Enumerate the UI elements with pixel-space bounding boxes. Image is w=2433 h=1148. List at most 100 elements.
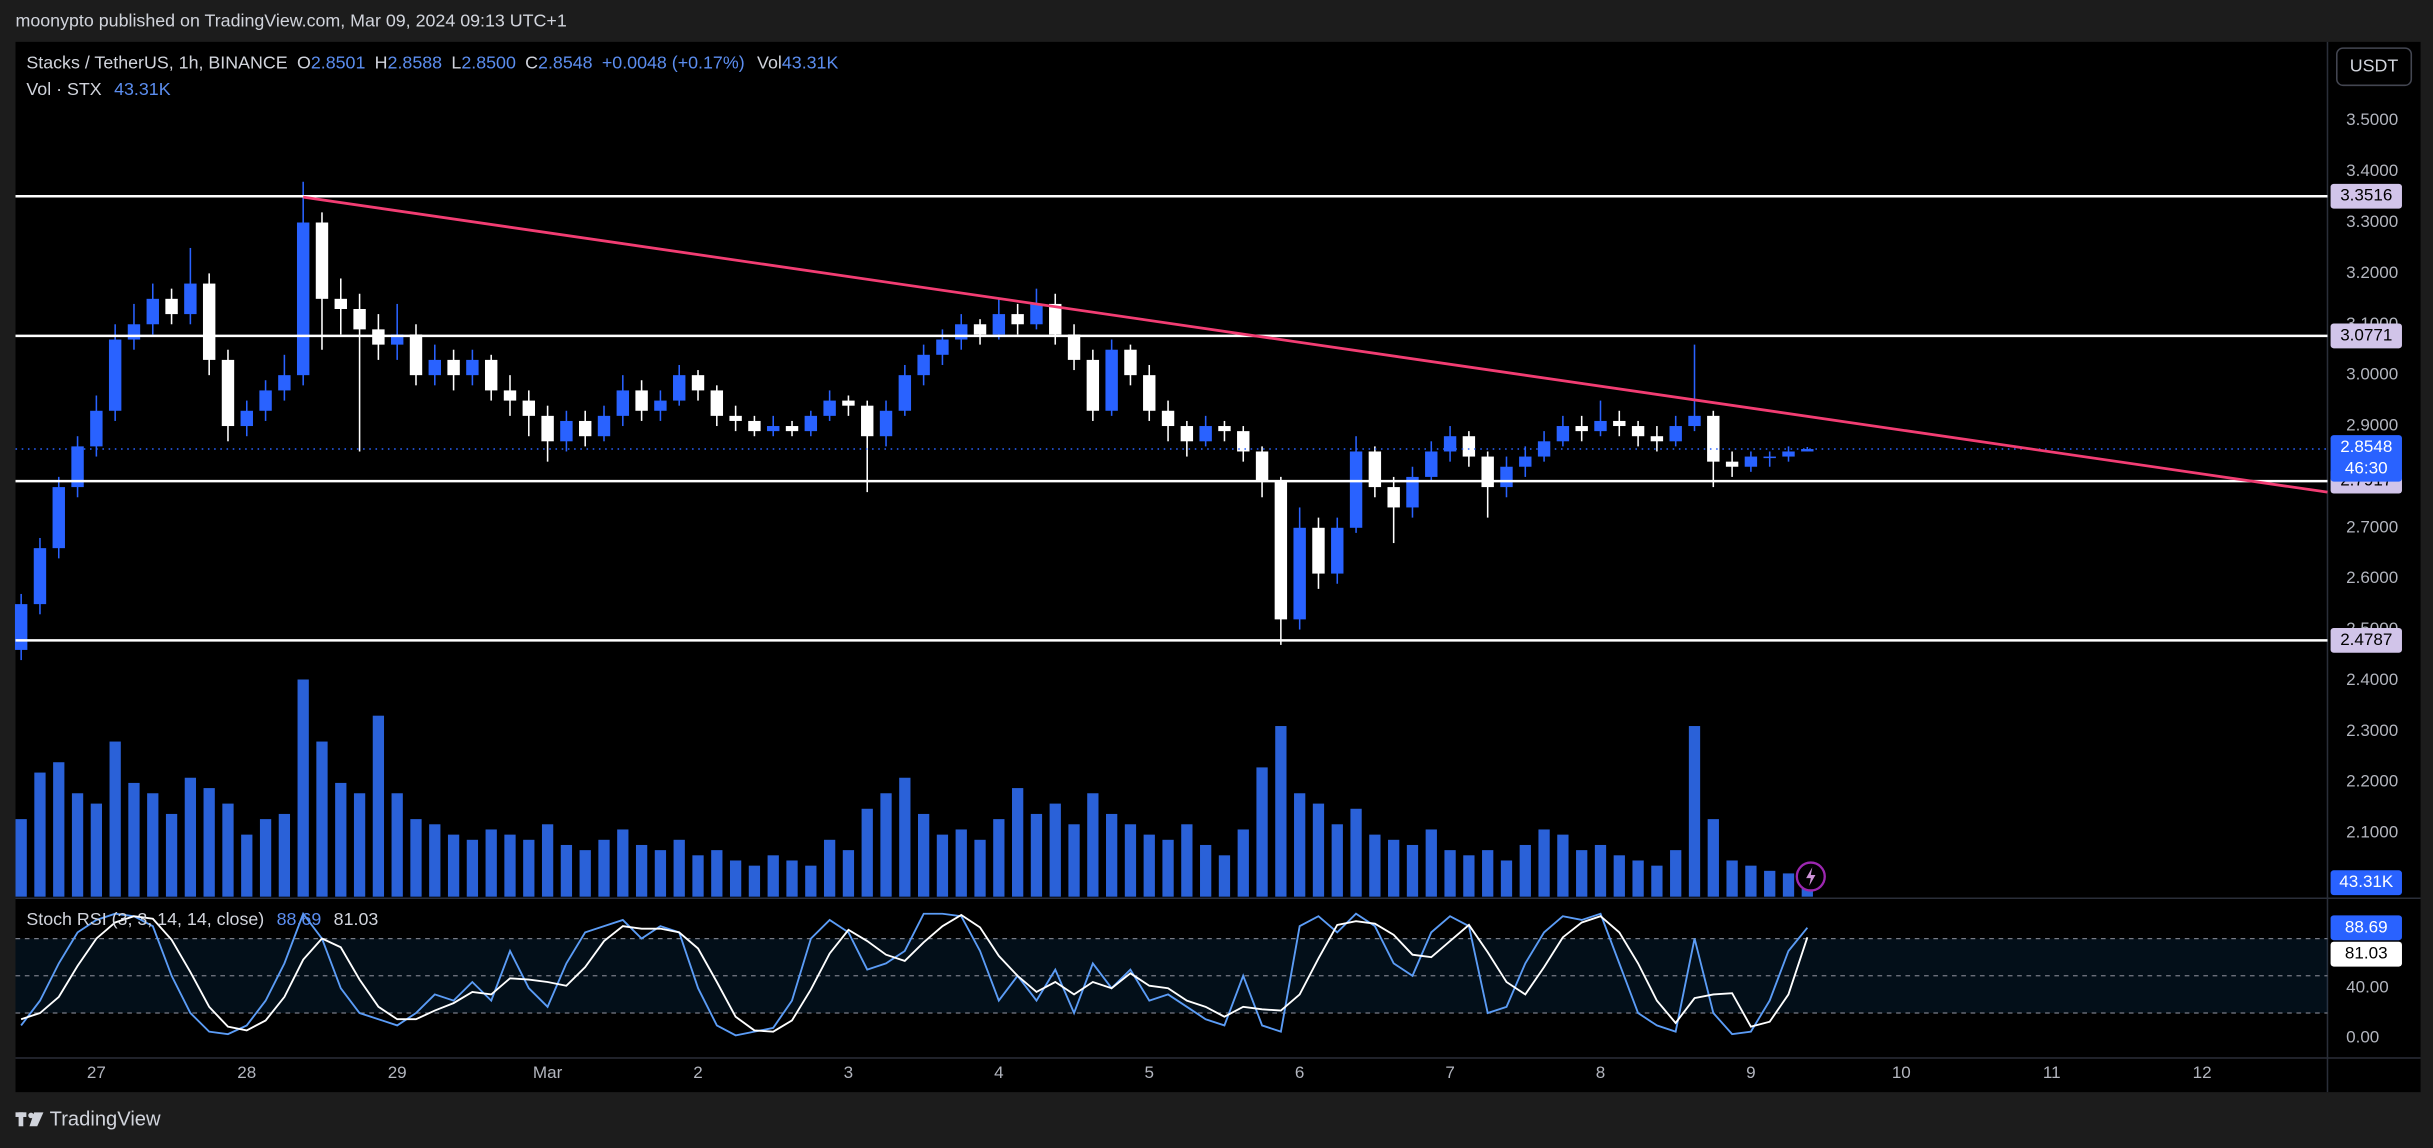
- candle-body: [466, 359, 479, 376]
- candle-body: [522, 400, 536, 416]
- volume-bar: [1143, 834, 1155, 897]
- volume-bar: [1613, 855, 1625, 897]
- x-tick-label: 12: [2193, 1063, 2212, 1082]
- volume-bar: [579, 850, 591, 897]
- candle-body: [1462, 436, 1476, 457]
- x-tick-label: 4: [994, 1063, 1003, 1082]
- high-value: 2.8588: [388, 52, 443, 72]
- candle-body: [52, 487, 65, 549]
- volume-bar: [955, 829, 967, 897]
- volume-bar: [278, 813, 291, 897]
- x-tick-label: 27: [87, 1063, 106, 1082]
- candle-body: [597, 415, 611, 437]
- symbol: Stacks / TetherUS, 1h, BINANCE: [26, 52, 287, 72]
- candle-body: [673, 375, 686, 401]
- candle-body: [1124, 349, 1137, 376]
- candle-body: [90, 410, 103, 447]
- volume-bar: [786, 860, 798, 897]
- volume-bar: [109, 741, 121, 897]
- volume-bar: [974, 839, 986, 897]
- volume-bar: [1444, 850, 1456, 897]
- candle-body: [240, 410, 253, 427]
- volume-name: Vol · STX: [26, 79, 101, 99]
- level-label: 3.3516: [2340, 186, 2392, 205]
- volume-bar: [598, 839, 610, 897]
- candle-body: [71, 446, 84, 488]
- stoch-d-label-bg: [2330, 941, 2402, 967]
- currency-button-label[interactable]: USDT: [2350, 55, 2399, 75]
- volume-bar: [410, 819, 422, 897]
- candle-body: [127, 324, 141, 340]
- currency-button[interactable]: [2336, 47, 2413, 87]
- y-tick-label: 3.4000: [2346, 161, 2398, 180]
- candle-body: [484, 359, 498, 391]
- volume-bar: [1463, 855, 1475, 897]
- candle-body: [296, 222, 310, 376]
- volume-bar: [335, 782, 347, 897]
- x-tick-label: 8: [1596, 1063, 1605, 1082]
- stoch-k-label-bg: [2330, 915, 2402, 941]
- candle-body: [823, 400, 836, 416]
- candle-body: [1255, 451, 1269, 483]
- candle-body: [1801, 449, 1814, 452]
- candle-body: [428, 359, 441, 376]
- candle-body: [748, 420, 761, 432]
- candle-body: [936, 339, 949, 355]
- level-label: 3.0771: [2340, 325, 2392, 344]
- candle-body: [1613, 420, 1626, 427]
- x-tick-label: 3: [844, 1063, 853, 1082]
- volume-bar: [34, 772, 46, 897]
- volume-bar: [128, 782, 140, 897]
- candle-body: [635, 390, 648, 411]
- x-tick-label: 9: [1746, 1063, 1755, 1082]
- stoch-d-label: 81.03: [2345, 944, 2388, 963]
- y-tick-label: 3.2000: [2346, 263, 2398, 282]
- candle-body: [1161, 410, 1175, 427]
- volume-bar: [485, 829, 497, 897]
- candle-body: [278, 375, 291, 391]
- volume-bar: [560, 844, 573, 897]
- candle-body: [917, 354, 930, 376]
- candle-body: [1537, 441, 1551, 457]
- candle-body: [1594, 420, 1607, 432]
- volume-bar: [635, 844, 648, 897]
- close-value: 2.8548: [538, 52, 593, 72]
- candle-body: [1425, 451, 1438, 477]
- candle-body: [579, 420, 592, 437]
- volume-bar: [936, 834, 949, 897]
- volume-bar: [541, 824, 554, 897]
- candle-body: [1274, 482, 1288, 620]
- candle-body: [1556, 426, 1570, 442]
- volume-bar: [1594, 844, 1607, 897]
- y-tick-label: 2.3000: [2346, 721, 2398, 740]
- volume-bar: [1782, 873, 1795, 897]
- candle-body: [1519, 456, 1532, 467]
- volume-bar: [1331, 824, 1343, 897]
- volume-bar: [391, 793, 403, 897]
- candle-body: [1406, 476, 1419, 508]
- candle-body: [1067, 334, 1081, 360]
- change: +0.0048 (+0.17%): [602, 52, 745, 72]
- candle-body: [1443, 436, 1457, 452]
- y-tick-label: 3.0000: [2346, 365, 2398, 384]
- volume-bar: [1106, 813, 1118, 897]
- candle-body: [973, 324, 987, 335]
- volume-bar: [1087, 793, 1099, 897]
- volume-bar: [748, 865, 761, 897]
- volume-bar: [447, 834, 460, 897]
- volume-bar: [1237, 829, 1249, 897]
- candle-body: [1481, 456, 1494, 488]
- volume-bar: [1576, 850, 1588, 897]
- volume-bar: [316, 741, 328, 897]
- candle-body: [33, 548, 47, 605]
- symbol-legend: Stacks / TetherUS, 1h, BINANCE O2.8501 H2.…: [26, 52, 838, 72]
- volume-bar: [1388, 839, 1400, 897]
- volume-bar: [1651, 865, 1663, 897]
- stoch-legend: Stoch RSI (3, 3, 14, 14, close) 88.69 81.0…: [26, 909, 378, 929]
- x-tick-label: 2: [693, 1063, 702, 1082]
- volume-bar: [917, 813, 930, 897]
- candle-body: [1500, 466, 1513, 488]
- candle-body: [1293, 527, 1306, 620]
